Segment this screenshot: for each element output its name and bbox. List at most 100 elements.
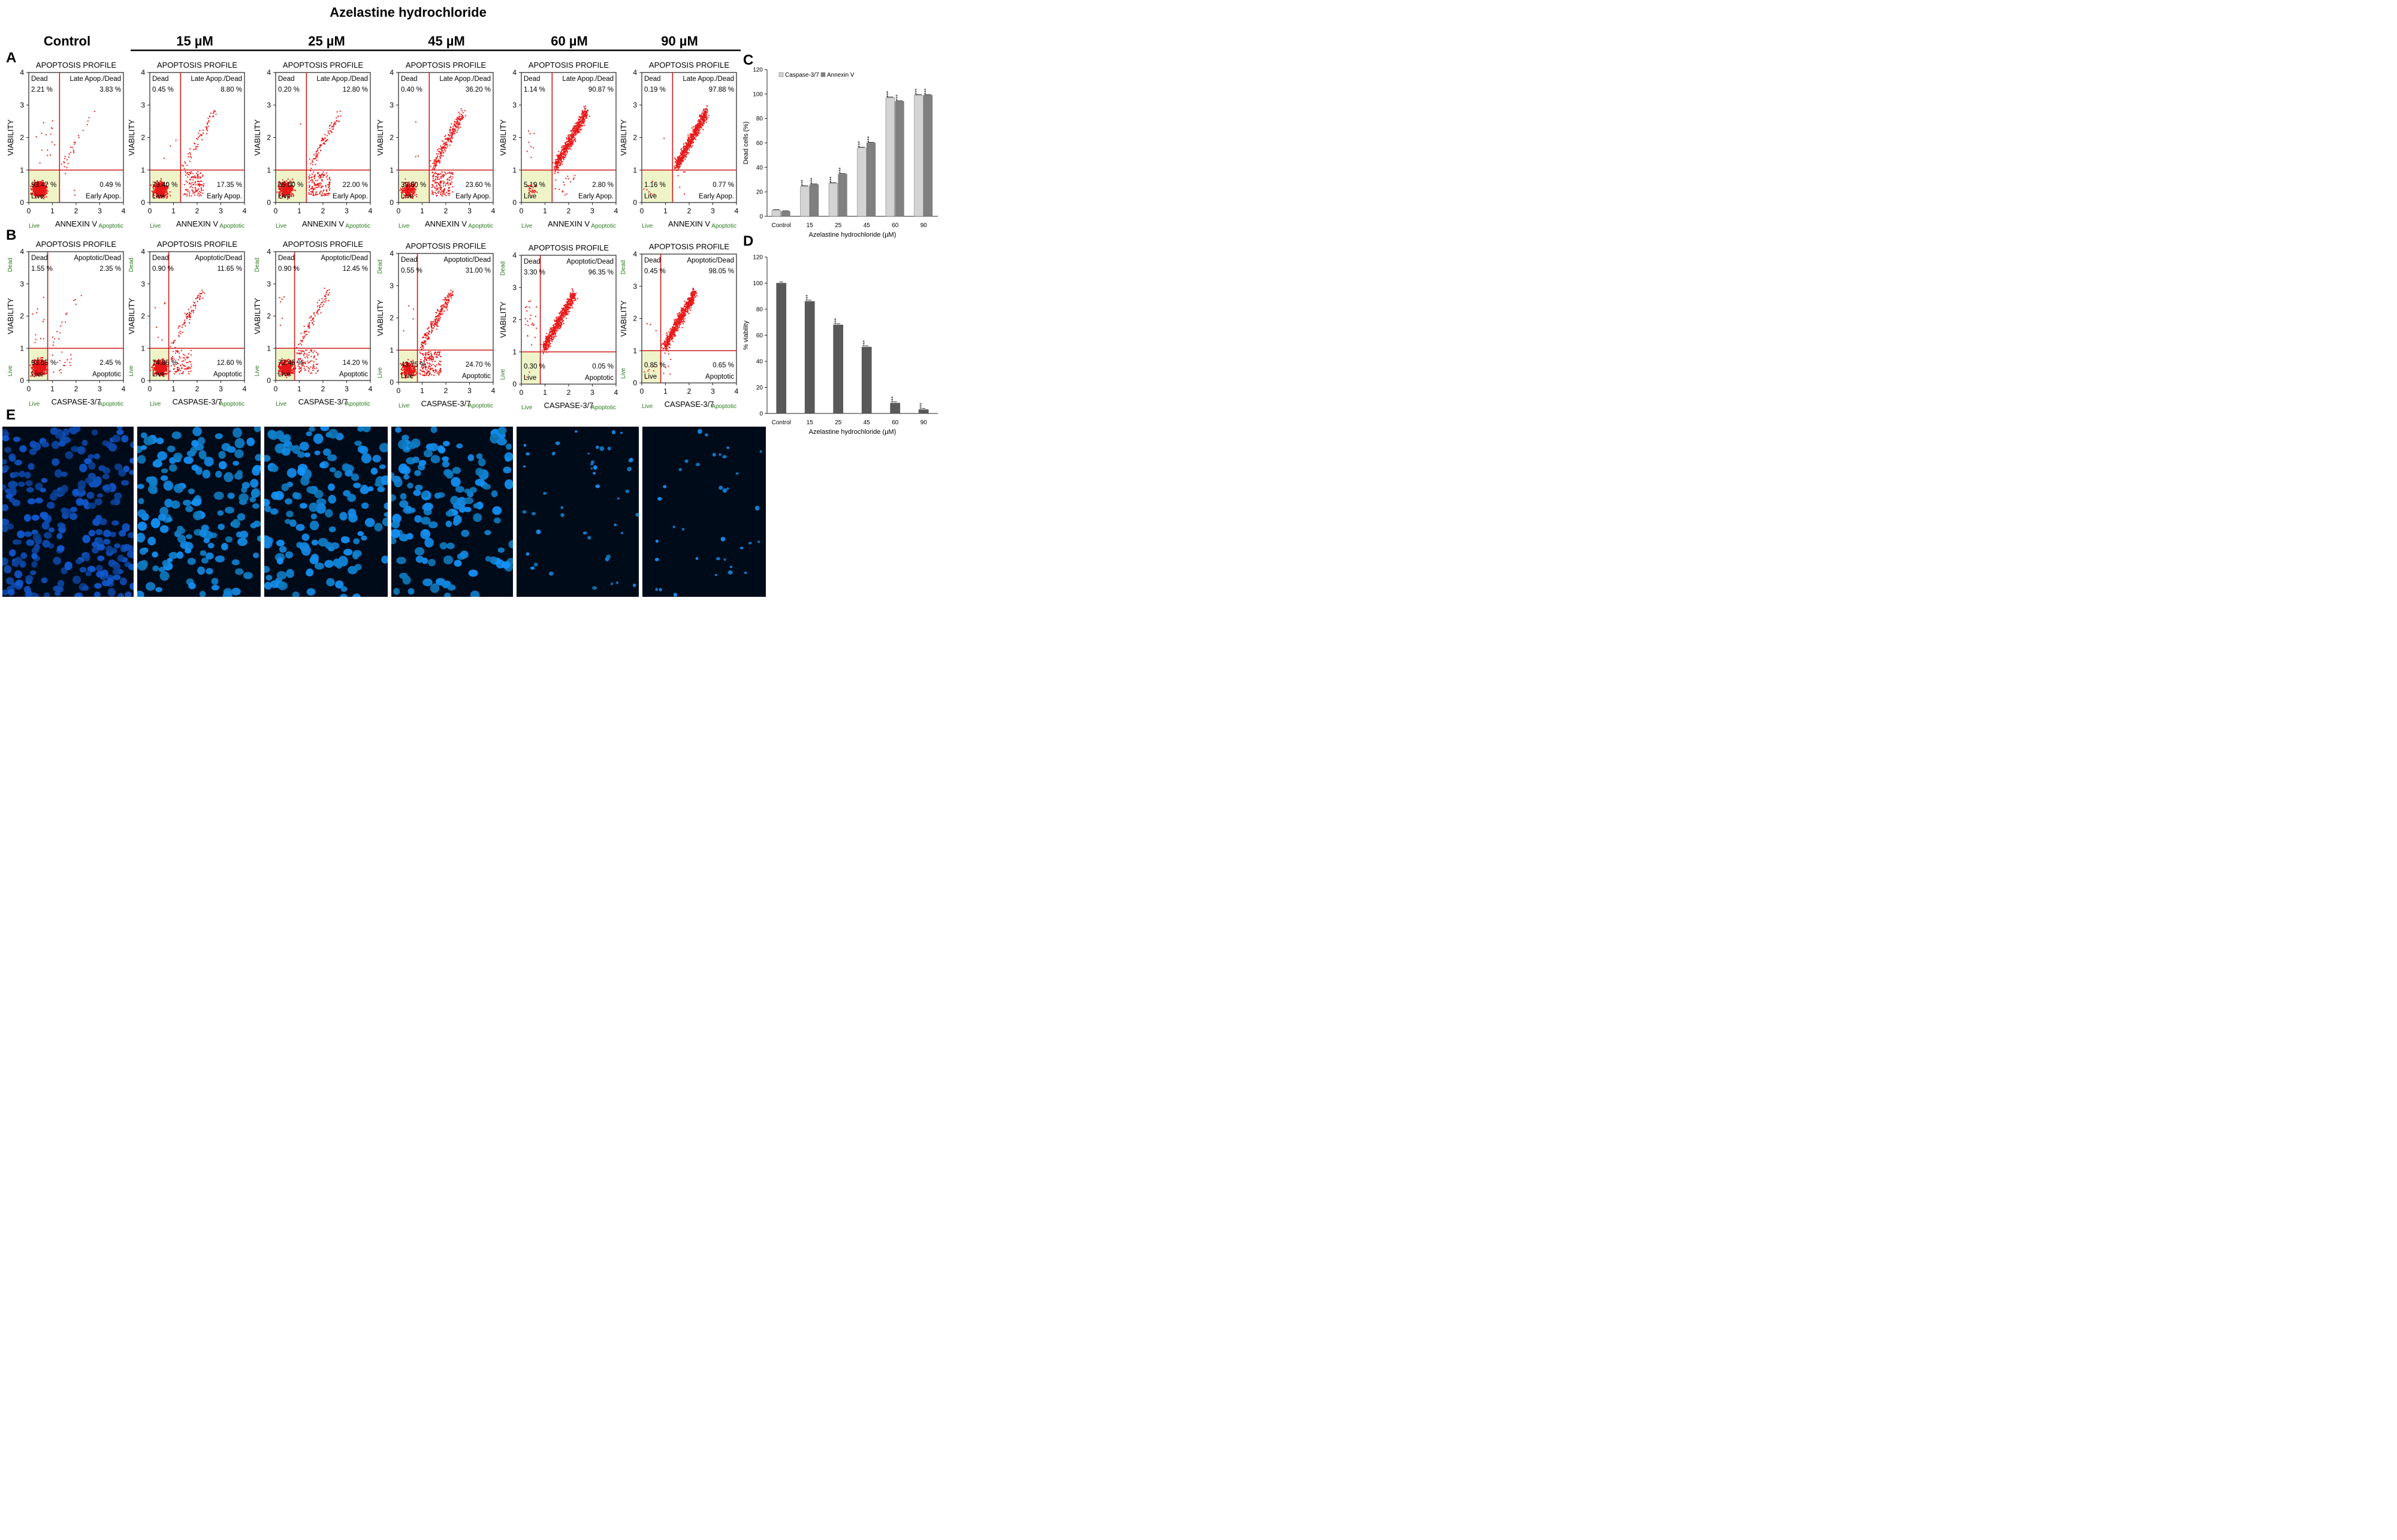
data-point xyxy=(529,190,531,192)
data-point xyxy=(574,140,576,141)
data-point xyxy=(559,164,561,166)
data-point xyxy=(442,143,444,145)
data-point xyxy=(692,145,693,147)
data-point xyxy=(47,155,49,156)
data-point xyxy=(404,178,406,180)
data-point xyxy=(699,126,701,128)
data-point xyxy=(447,172,449,174)
data-point xyxy=(588,115,590,117)
data-point xyxy=(208,121,210,123)
data-point xyxy=(562,191,564,193)
data-point xyxy=(184,193,186,195)
data-point xyxy=(191,176,193,178)
data-point xyxy=(562,155,564,157)
data-point xyxy=(449,139,451,141)
data-point xyxy=(46,196,47,198)
data-point xyxy=(442,174,443,176)
data-point xyxy=(186,193,188,195)
data-point xyxy=(586,115,588,117)
data-point xyxy=(707,117,709,119)
data-point xyxy=(701,111,704,113)
data-point xyxy=(326,193,328,195)
quadrant-name-live: Live xyxy=(644,193,657,200)
data-point xyxy=(333,123,335,125)
data-point xyxy=(445,195,447,197)
data-point xyxy=(317,147,319,149)
data-point xyxy=(585,105,587,107)
y-tick-label: 1 xyxy=(633,166,637,174)
data-point xyxy=(201,180,203,182)
data-point xyxy=(195,146,197,147)
data-point xyxy=(441,171,443,173)
x-left-label: Live xyxy=(399,223,410,230)
data-point xyxy=(705,117,708,120)
y-tick-label: 2 xyxy=(141,134,145,142)
data-point xyxy=(195,191,197,192)
data-point xyxy=(327,195,329,197)
data-point xyxy=(675,167,677,169)
data-point xyxy=(317,173,319,174)
data-point xyxy=(328,189,331,191)
data-point xyxy=(569,144,571,146)
data-point xyxy=(676,162,678,164)
data-point xyxy=(692,131,694,133)
data-point xyxy=(207,117,209,119)
data-point xyxy=(454,129,456,131)
data-point xyxy=(45,194,47,195)
data-point xyxy=(194,182,196,184)
data-point xyxy=(192,176,194,178)
data-point xyxy=(318,152,319,154)
quadrant-name-upper-right: Late Apop./Dead xyxy=(562,76,614,83)
y-tick-label: 0 xyxy=(20,198,24,207)
data-point xyxy=(324,193,326,195)
data-point xyxy=(451,132,452,134)
data-point xyxy=(707,110,708,112)
data-point xyxy=(31,185,33,188)
data-point xyxy=(449,183,452,186)
quadrant-name-upper-right: Late Apop./Dead xyxy=(316,76,368,83)
data-point xyxy=(573,139,575,141)
data-point xyxy=(187,173,189,176)
data-point xyxy=(39,162,41,164)
quadrant-value-lower-right: 22.00 % xyxy=(343,182,368,189)
data-point xyxy=(558,159,560,161)
data-point xyxy=(457,117,459,119)
data-point xyxy=(327,186,330,189)
data-point xyxy=(201,188,203,190)
data-point xyxy=(78,137,80,138)
data-point xyxy=(312,164,313,165)
data-point xyxy=(557,165,559,167)
data-point xyxy=(189,152,191,153)
data-point xyxy=(448,190,449,192)
data-point xyxy=(201,184,203,186)
data-point xyxy=(564,152,566,154)
x-tick-label: 0 xyxy=(397,207,401,215)
data-point xyxy=(324,194,325,196)
y-tick-label: 1 xyxy=(141,166,145,174)
data-point xyxy=(561,145,563,147)
data-point xyxy=(321,194,322,196)
y-tick-label: 4 xyxy=(141,68,145,77)
data-point xyxy=(43,122,44,123)
data-point xyxy=(556,162,558,164)
data-point xyxy=(158,190,160,192)
data-point xyxy=(325,189,328,191)
data-point xyxy=(407,190,409,192)
data-point xyxy=(707,112,708,114)
data-point xyxy=(436,177,439,179)
data-point xyxy=(450,134,452,136)
data-point xyxy=(189,155,192,157)
data-point xyxy=(316,153,318,155)
data-point xyxy=(185,171,186,173)
data-point xyxy=(527,130,530,132)
data-point xyxy=(183,168,185,170)
data-point xyxy=(187,191,189,192)
data-point xyxy=(312,159,313,161)
data-point xyxy=(449,126,452,128)
data-point xyxy=(51,141,53,143)
data-point xyxy=(571,135,573,137)
condition-label-control: Control xyxy=(44,34,90,49)
data-point xyxy=(451,123,452,125)
data-point xyxy=(313,171,315,173)
